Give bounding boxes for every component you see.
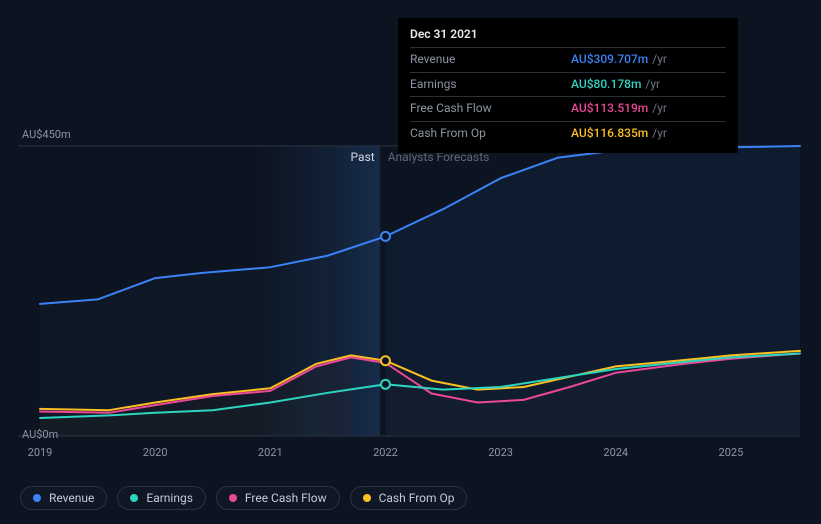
y-axis-min-label: AU$0m — [22, 428, 58, 441]
chart-tooltip: Dec 31 2021 RevenueAU$309.707m/yrEarning… — [398, 18, 738, 153]
x-axis-year-label: 2023 — [488, 446, 513, 459]
tooltip-row-value: AU$113.519m/yr — [571, 97, 726, 121]
legend-item-label: Revenue — [49, 491, 94, 505]
legend-dot-icon — [363, 494, 371, 502]
tooltip-row-value: AU$80.178m/yr — [571, 72, 726, 96]
tooltip-row-label: Revenue — [410, 48, 571, 72]
tooltip-row-value: AU$116.835m/yr — [571, 121, 726, 145]
tooltip-row: Cash From OpAU$116.835m/yr — [410, 121, 726, 145]
legend-item-earnings[interactable]: Earnings — [117, 486, 206, 510]
legend-item-fcf[interactable]: Free Cash Flow — [216, 486, 340, 510]
y-axis-max-label: AU$450m — [22, 128, 71, 141]
tooltip-row-label: Free Cash Flow — [410, 97, 571, 121]
x-axis-year-label: 2022 — [373, 446, 398, 459]
x-axis-year-label: 2024 — [603, 446, 628, 459]
tooltip-row: Free Cash FlowAU$113.519m/yr — [410, 97, 726, 121]
x-axis-year-label: 2021 — [258, 446, 283, 459]
tooltip-row: EarningsAU$80.178m/yr — [410, 72, 726, 96]
legend-dot-icon — [229, 494, 237, 502]
chart-container: AU$450m AU$0m Past Analysts Forecasts 20… — [0, 0, 821, 524]
chart-legend: Revenue Earnings Free Cash Flow Cash From O… — [20, 486, 467, 510]
tooltip-table: RevenueAU$309.707m/yrEarningsAU$80.178m/… — [410, 47, 726, 145]
tooltip-row-label: Cash From Op — [410, 121, 571, 145]
section-past-label: Past — [320, 150, 375, 164]
legend-item-label: Free Cash Flow — [245, 491, 327, 505]
tooltip-row-value: AU$309.707m/yr — [571, 48, 726, 72]
legend-dot-icon — [130, 494, 138, 502]
tooltip-row-label: Earnings — [410, 72, 571, 96]
x-axis-year-label: 2019 — [28, 446, 53, 459]
legend-dot-icon — [33, 494, 41, 502]
legend-item-cfo[interactable]: Cash From Op — [350, 486, 468, 510]
legend-item-revenue[interactable]: Revenue — [20, 486, 107, 510]
x-axis-year-label: 2025 — [719, 446, 744, 459]
x-axis-year-label: 2020 — [143, 446, 168, 459]
tooltip-date: Dec 31 2021 — [410, 26, 726, 43]
legend-item-label: Cash From Op — [379, 491, 455, 505]
tooltip-row: RevenueAU$309.707m/yr — [410, 48, 726, 72]
legend-item-label: Earnings — [146, 491, 193, 505]
